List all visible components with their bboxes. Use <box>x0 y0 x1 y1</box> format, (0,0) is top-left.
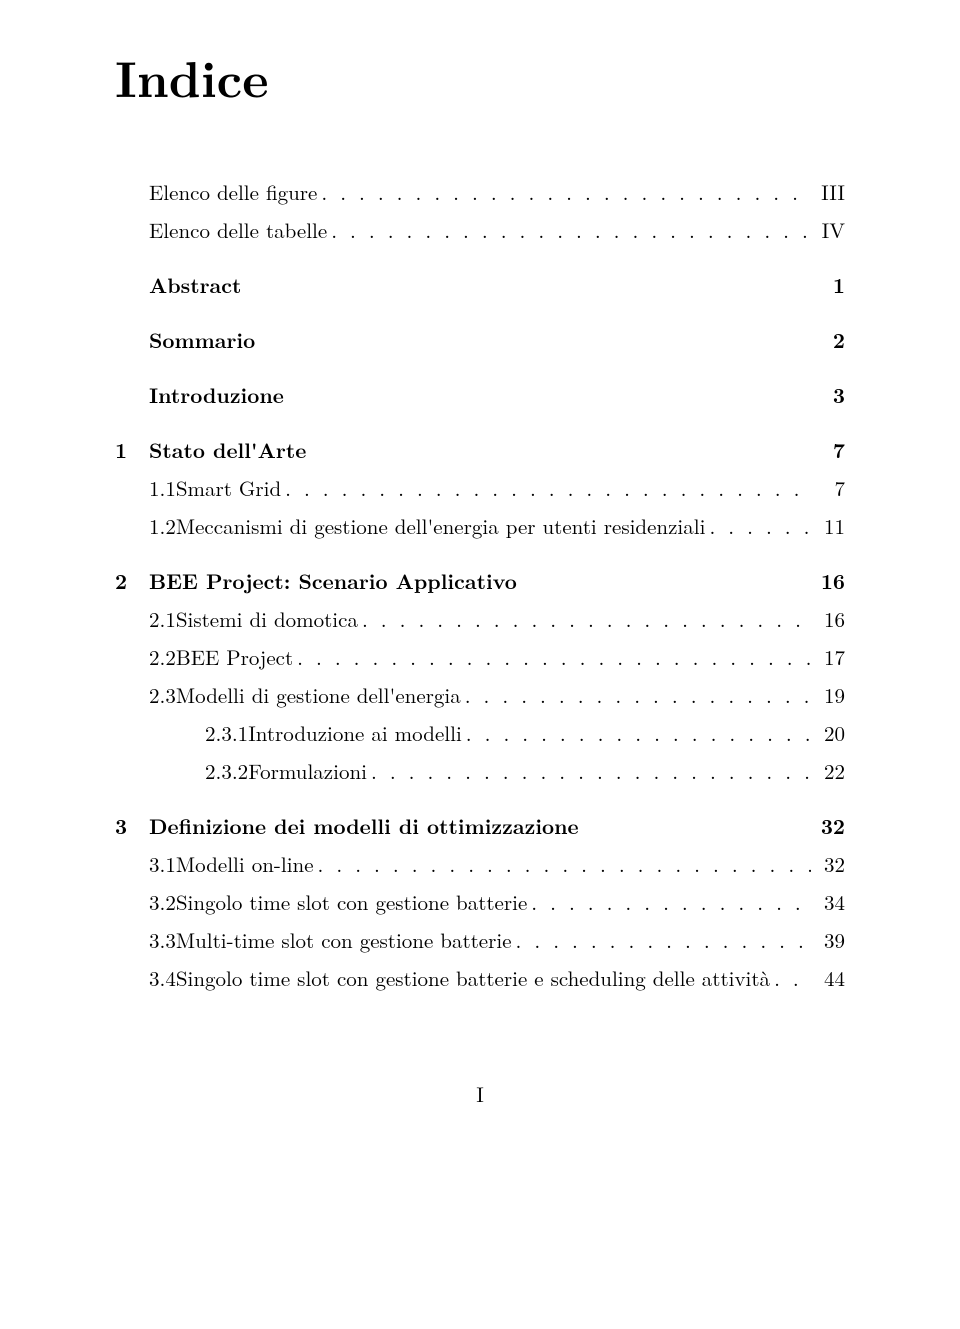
toc-entry-label: Smart Grid <box>176 478 281 499</box>
toc-leader-dots <box>321 182 811 203</box>
toc-entry: Elenco delle figure III <box>115 182 845 203</box>
toc-entry-page: 17 <box>815 647 845 668</box>
toc-subsection-number: 2.3.2 <box>205 761 248 782</box>
toc-leader-dots <box>285 478 811 499</box>
toc-leader-dots <box>516 930 811 951</box>
toc-entry: 2.3Modelli di gestione dell'energia 19 <box>115 685 845 706</box>
toc-entry: 3.2Singolo time slot con gestione batter… <box>115 892 845 913</box>
toc-subsection-number: 2.3.1 <box>205 723 248 744</box>
toc-section-number: 1.1 <box>149 478 176 499</box>
toc-entry-label: Introduzione <box>149 385 284 406</box>
toc-entry: 3.4Singolo time slot con gestione batter… <box>115 968 845 989</box>
toc-entry: 1.1Smart Grid 7 <box>115 478 845 499</box>
table-of-contents: Elenco delle figure III Elenco delle tabel… <box>115 182 845 989</box>
toc-entry: Introduzione 3 <box>115 385 845 406</box>
toc-leader-dots <box>465 685 811 706</box>
toc-entry-page: 2 <box>815 330 845 351</box>
toc-entry: Abstract 1 <box>115 275 845 296</box>
toc-entry-label: Introduzione ai modelli <box>248 723 462 744</box>
page-number-footer: I <box>115 1079 845 1109</box>
toc-leader-dots <box>774 968 811 989</box>
toc-section-number: 2.3 <box>149 685 176 706</box>
page-title: Indice <box>115 40 845 112</box>
toc-section-number: 3.2 <box>149 892 176 913</box>
toc-entry: 2.2BEE Project 17 <box>115 647 845 668</box>
toc-entry-page: 32 <box>815 816 845 837</box>
toc-section-number: 3.4 <box>149 968 176 989</box>
toc-entry-page: 11 <box>815 516 845 537</box>
toc-leader-dots <box>362 609 811 630</box>
toc-leader-dots <box>466 723 811 744</box>
toc-entry-label: Singolo time slot con gestione batterie … <box>176 968 770 989</box>
toc-entry-page: 39 <box>815 930 845 951</box>
toc-section-number: 1.2 <box>149 516 176 537</box>
toc-entry-label: BEE Project <box>176 647 293 668</box>
toc-chapter-number: 2 <box>115 571 149 592</box>
toc-entry-label: Modelli di gestione dell'energia <box>176 685 461 706</box>
toc-entry: 3.1Modelli on-line 32 <box>115 854 845 875</box>
toc-leader-dots <box>331 220 811 241</box>
toc-entry-page: 16 <box>815 609 845 630</box>
toc-entry-label: Singolo time slot con gestione batterie <box>176 892 527 913</box>
toc-leader-dots <box>709 516 811 537</box>
toc-entry-page: 7 <box>815 478 845 499</box>
toc-entry-label: Stato dell'Arte <box>149 440 306 461</box>
toc-entry-label: Elenco delle figure <box>149 182 317 203</box>
toc-entry-label: Elenco delle tabelle <box>149 220 327 241</box>
toc-entry: 2.3.2Formulazioni 22 <box>115 761 845 782</box>
toc-entry-label: Formulazioni <box>248 761 367 782</box>
toc-entry: Elenco delle tabelle IV <box>115 220 845 241</box>
toc-leader-dots <box>318 854 811 875</box>
toc-leader-dots <box>297 647 811 668</box>
toc-entry-page: 19 <box>815 685 845 706</box>
toc-entry: 2.3.1Introduzione ai modelli 20 <box>115 723 845 744</box>
toc-entry-label: BEE Project: Scenario Applicativo <box>149 571 517 592</box>
toc-entry-page: 7 <box>815 440 845 461</box>
toc-entry-page: 20 <box>815 723 845 744</box>
toc-entry-label: Definizione dei modelli di ottimizzazion… <box>149 816 579 837</box>
toc-chapter-number: 3 <box>115 816 149 837</box>
toc-entry-page: 44 <box>815 968 845 989</box>
toc-entry-label: Meccanismi di gestione dell'energia per … <box>176 516 706 537</box>
toc-entry-page: 1 <box>815 275 845 296</box>
toc-leader-dots <box>371 761 811 782</box>
toc-entry-label: Modelli on-line <box>176 854 314 875</box>
toc-section-number: 2.1 <box>149 609 176 630</box>
toc-chapter-number: 1 <box>115 440 149 461</box>
toc-section-number: 3.1 <box>149 854 176 875</box>
toc-entry: 3.3Multi-time slot con gestione batterie… <box>115 930 845 951</box>
toc-entry: 2BEE Project: Scenario Applicativo 16 <box>115 571 845 592</box>
toc-entry-page: 3 <box>815 385 845 406</box>
toc-section-number: 2.2 <box>149 647 176 668</box>
toc-entry: 1Stato dell'Arte 7 <box>115 440 845 461</box>
toc-entry-page: 32 <box>815 854 845 875</box>
toc-entry-page: 16 <box>815 571 845 592</box>
toc-entry-page: 22 <box>815 761 845 782</box>
toc-entry-label: Abstract <box>149 275 241 296</box>
toc-entry-label: Sommario <box>149 330 255 351</box>
toc-entry: 1.2Meccanismi di gestione dell'energia p… <box>115 516 845 537</box>
toc-leader-dots <box>531 892 811 913</box>
toc-entry-label: Sistemi di domotica <box>176 609 358 630</box>
toc-entry: 2.1Sistemi di domotica 16 <box>115 609 845 630</box>
toc-entry-page: III <box>815 182 845 203</box>
toc-entry-page: IV <box>815 220 845 241</box>
toc-entry: 3Definizione dei modelli di ottimizzazio… <box>115 816 845 837</box>
toc-entry-label: Multi-time slot con gestione batterie <box>176 930 512 951</box>
toc-section-number: 3.3 <box>149 930 176 951</box>
toc-entry: Sommario 2 <box>115 330 845 351</box>
toc-entry-page: 34 <box>815 892 845 913</box>
